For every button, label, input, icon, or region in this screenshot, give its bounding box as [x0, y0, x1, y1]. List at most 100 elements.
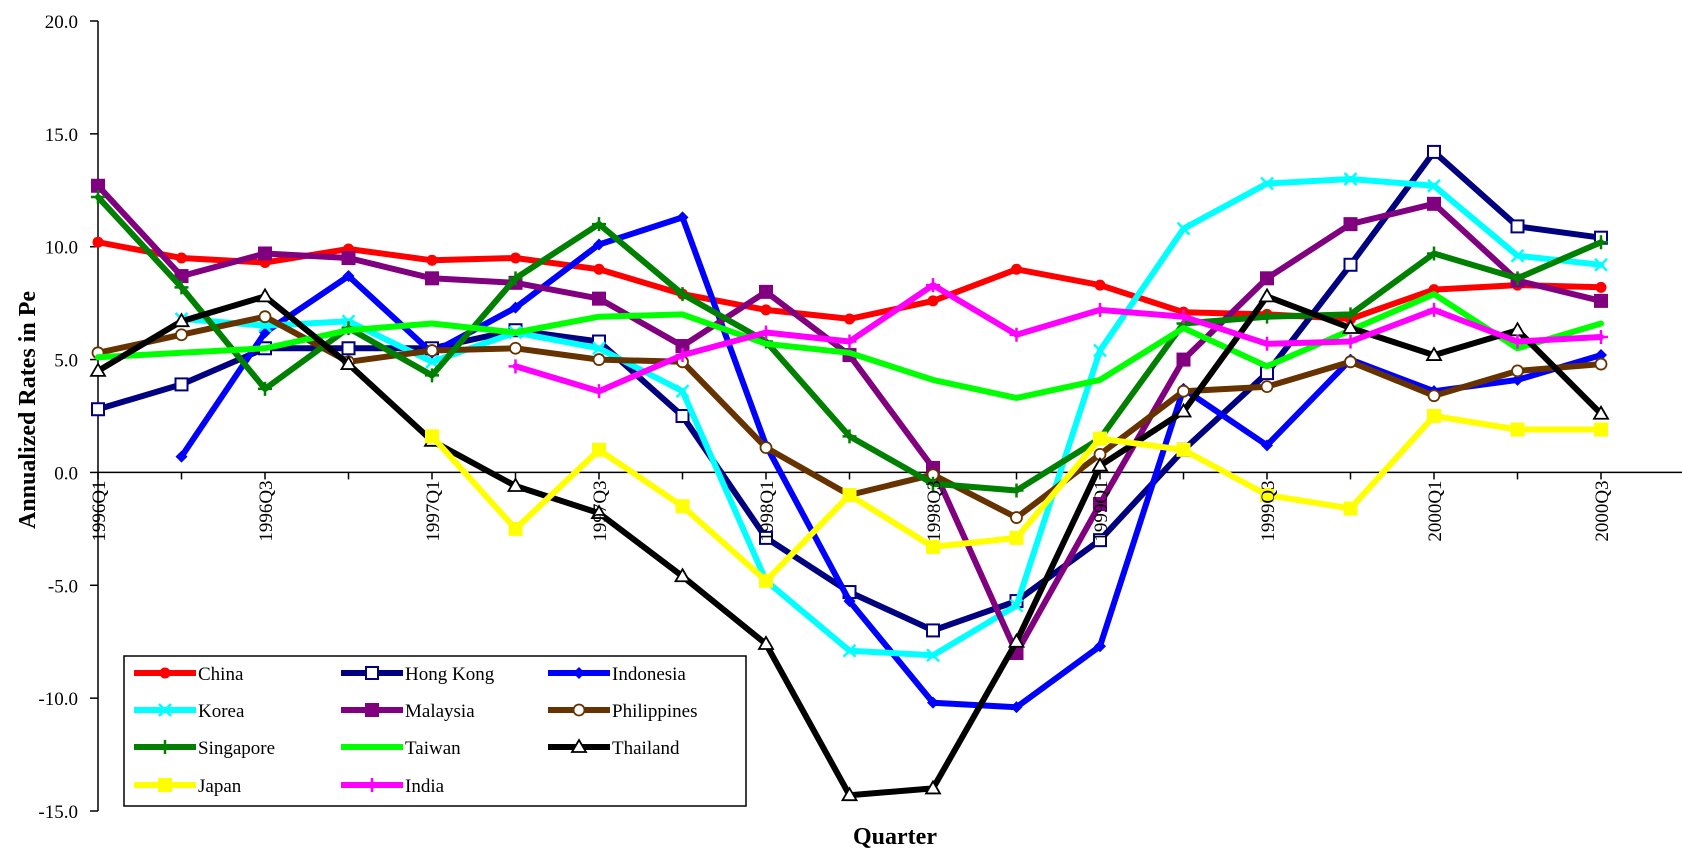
point-japan: [926, 539, 940, 554]
y-tick-label: -15.0: [38, 802, 78, 823]
point-singapore: [508, 271, 523, 286]
point-malaysia: [675, 339, 690, 354]
point-thailand: [757, 635, 775, 650]
x-tick-label: 1999Q1: [1091, 480, 1112, 541]
point-india: [1260, 336, 1274, 351]
point-indonesia: [1094, 640, 1106, 653]
point-malaysia: [1343, 217, 1358, 232]
point-japan: [1427, 409, 1441, 423]
legend-item-philippines: Philippines: [548, 701, 698, 722]
point-china: [593, 263, 605, 275]
point-hong-kong: [174, 377, 189, 392]
point-singapore: [174, 280, 189, 295]
series-korea: [174, 172, 1608, 663]
point-japan: [508, 521, 523, 536]
point-philippines: [1511, 364, 1524, 378]
point-thailand: [1091, 456, 1109, 472]
legend-label: Japan: [198, 776, 242, 797]
point-india: [1427, 302, 1441, 317]
point-thailand: [590, 504, 608, 519]
point-malaysia: [1260, 271, 1274, 286]
legend-label: Taiwan: [405, 738, 461, 759]
point-indonesia: [1261, 439, 1273, 452]
legend-marker: [365, 666, 379, 680]
y-tick-label: 10.0: [45, 238, 78, 259]
tick-labels: 20.0 15.0 10.0 5.0 0.0 -5.0 -10.0 -15.0 1996Q1 19…: [38, 12, 1613, 823]
point-singapore: [926, 476, 940, 491]
legend-marker: [365, 703, 379, 717]
point-korea: [1260, 176, 1274, 191]
legend-marker: [158, 740, 172, 754]
point-hong-kong: [926, 623, 940, 638]
legend-label: Indonesia: [612, 664, 686, 685]
point-japan: [592, 442, 606, 457]
point-singapore: [1594, 235, 1608, 250]
point-malaysia: [759, 284, 773, 299]
point-thailand: [924, 779, 942, 795]
x-tick-label: 1996Q3: [256, 480, 277, 541]
point-india: [1343, 334, 1358, 349]
series-thailand: [89, 287, 1610, 802]
point-malaysia: [1093, 497, 1107, 512]
point-korea: [1093, 343, 1107, 358]
point-thailand: [1174, 402, 1193, 418]
point-indonesia: [593, 238, 605, 251]
y-tick-label: -10.0: [38, 689, 78, 710]
point-hong-kong: [1343, 257, 1358, 272]
point-singapore: [425, 368, 439, 383]
point-hong-kong: [675, 409, 690, 423]
point-hong-kong: [91, 402, 105, 417]
point-korea: [675, 384, 690, 399]
point-india: [1093, 302, 1107, 317]
point-korea: [1510, 248, 1525, 263]
point-thailand: [506, 477, 525, 492]
point-singapore: [1260, 309, 1274, 324]
point-philippines: [425, 344, 439, 357]
point-malaysia: [91, 178, 105, 193]
point-singapore: [91, 190, 105, 205]
y-tick-label: 0.0: [54, 463, 78, 484]
point-china: [510, 252, 521, 264]
point-philippines: [1427, 389, 1441, 403]
point-china: [1011, 263, 1022, 275]
point-india: [1594, 330, 1608, 344]
point-philippines: [1344, 355, 1357, 369]
legend-label: Thailand: [612, 738, 680, 759]
point-thailand: [1258, 287, 1276, 303]
x-tick-label: 1998Q3: [924, 480, 945, 541]
point-malaysia: [258, 246, 272, 261]
point-malaysia: [341, 251, 356, 265]
legend-marker: [572, 703, 586, 717]
x-axis-title: Quarter: [853, 824, 937, 849]
point-singapore: [1427, 246, 1441, 261]
point-indonesia: [1010, 701, 1023, 714]
point-indonesia: [342, 270, 355, 283]
point-thailand: [339, 355, 358, 370]
point-japan: [1260, 488, 1274, 502]
legend-marker: [570, 738, 588, 753]
y-tick-label: 5.0: [54, 351, 78, 372]
point-japan: [1594, 422, 1608, 437]
point-india: [508, 359, 523, 374]
point-singapore: [1510, 271, 1525, 286]
legend-item-japan: Japan: [134, 776, 242, 797]
legend-marker: [573, 667, 585, 679]
point-philippines: [258, 310, 272, 324]
line-korea: [178, 176, 1604, 659]
legend-item-thailand: Thailand: [548, 738, 680, 759]
point-korea: [926, 648, 940, 663]
line-hong-kong: [95, 148, 1604, 634]
point-indonesia: [1595, 349, 1607, 362]
point-japan: [1093, 431, 1107, 446]
legend-item-indonesia: Indonesia: [548, 664, 686, 685]
point-japan: [1009, 530, 1024, 545]
legend-label: Malaysia: [405, 701, 475, 722]
legend-item-china: China: [134, 664, 244, 685]
point-china: [1595, 281, 1607, 293]
point-malaysia: [425, 271, 439, 286]
point-japan: [759, 573, 773, 588]
line-malaysia: [95, 182, 1604, 656]
legend-label: Korea: [198, 701, 245, 722]
point-malaysia: [1594, 293, 1608, 308]
point-india: [926, 278, 940, 293]
